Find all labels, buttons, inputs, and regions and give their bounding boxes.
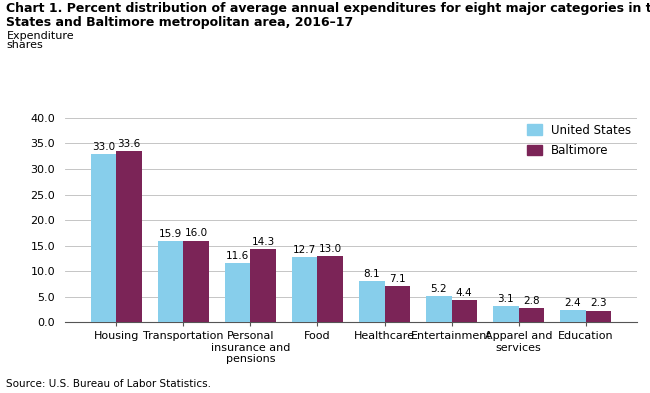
- Text: Expenditure: Expenditure: [6, 31, 74, 40]
- Text: 15.9: 15.9: [159, 229, 183, 239]
- Legend: United States, Baltimore: United States, Baltimore: [527, 124, 631, 157]
- Text: 33.0: 33.0: [92, 141, 115, 152]
- Text: Chart 1. Percent distribution of average annual expenditures for eight major cat: Chart 1. Percent distribution of average…: [6, 2, 650, 15]
- Bar: [426, 296, 452, 322]
- Bar: [317, 256, 343, 322]
- Text: 8.1: 8.1: [363, 269, 380, 279]
- Bar: [452, 300, 477, 322]
- Bar: [183, 241, 209, 322]
- Text: 13.0: 13.0: [318, 244, 342, 254]
- Text: 2.3: 2.3: [590, 298, 606, 309]
- Text: shares: shares: [6, 40, 44, 50]
- Text: Source: U.S. Bureau of Labor Statistics.: Source: U.S. Bureau of Labor Statistics.: [6, 379, 211, 389]
- Bar: [493, 307, 519, 322]
- Text: 14.3: 14.3: [252, 237, 275, 247]
- Text: 16.0: 16.0: [185, 228, 208, 239]
- Text: 2.8: 2.8: [523, 296, 540, 306]
- Text: 3.1: 3.1: [497, 294, 514, 304]
- Text: 11.6: 11.6: [226, 251, 250, 261]
- Bar: [385, 286, 410, 322]
- Text: 33.6: 33.6: [118, 139, 141, 149]
- Bar: [158, 241, 183, 322]
- Bar: [116, 151, 142, 322]
- Bar: [519, 308, 544, 322]
- Text: 4.4: 4.4: [456, 288, 473, 298]
- Bar: [560, 310, 586, 322]
- Text: 5.2: 5.2: [430, 284, 447, 294]
- Text: 12.7: 12.7: [293, 245, 317, 255]
- Bar: [292, 257, 317, 322]
- Text: States and Baltimore metropolitan area, 2016–17: States and Baltimore metropolitan area, …: [6, 16, 354, 29]
- Bar: [586, 310, 611, 322]
- Text: 2.4: 2.4: [564, 298, 581, 308]
- Bar: [225, 263, 250, 322]
- Bar: [91, 154, 116, 322]
- Text: 7.1: 7.1: [389, 274, 406, 284]
- Bar: [250, 249, 276, 322]
- Bar: [359, 281, 385, 322]
